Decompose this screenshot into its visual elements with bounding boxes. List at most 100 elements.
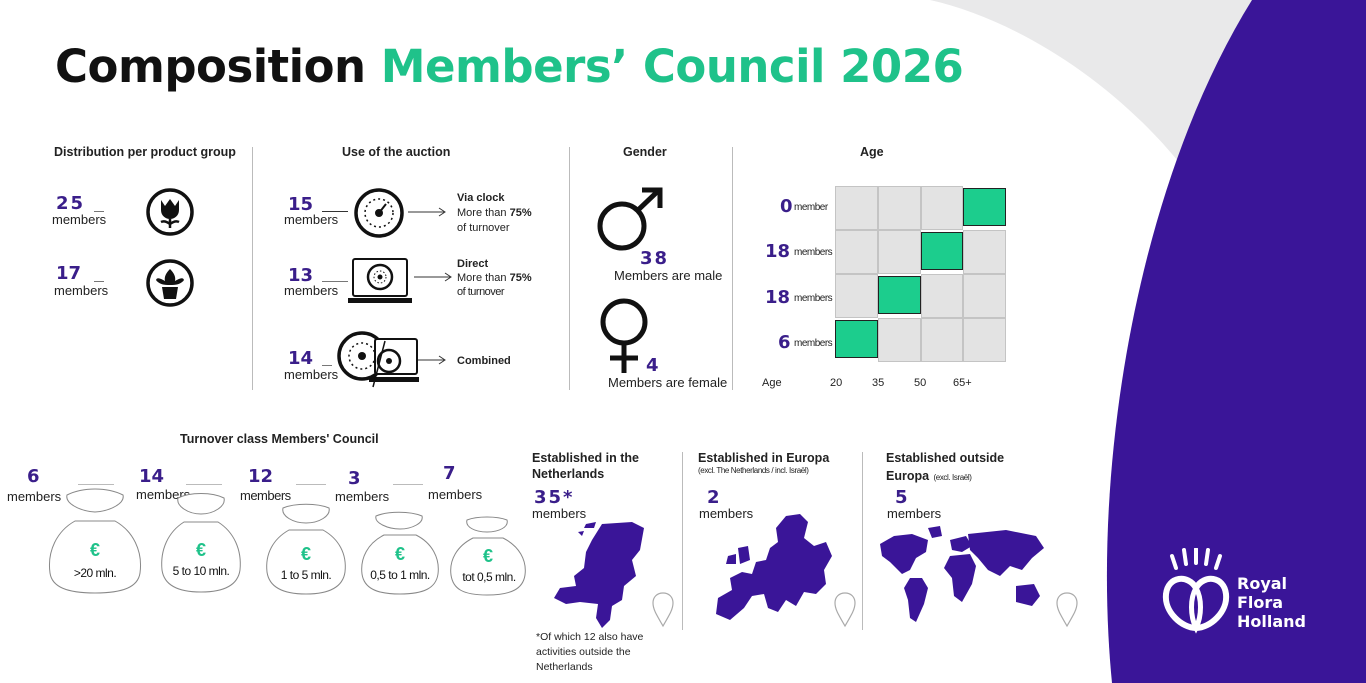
- product-unit: members: [52, 212, 107, 227]
- age-grid-cell: [920, 318, 964, 362]
- auction-heading: Use of the auction: [342, 145, 451, 159]
- female-icon: [600, 298, 648, 373]
- title-part2: Members’ Council 2026: [380, 40, 964, 93]
- europe-sub: (excl. The Netherlands / incl. Israël): [698, 466, 809, 475]
- turnover-unit: members: [7, 489, 62, 504]
- age-grid-cell: [920, 274, 964, 318]
- page-title: Composition Members’ Council 2026: [55, 40, 964, 93]
- age-tick: 65+: [953, 377, 972, 389]
- money-bag-icon: [48, 488, 142, 594]
- age-band-fill: [963, 188, 1006, 226]
- europe-count: 2: [707, 487, 720, 508]
- age-row-count: 6: [778, 332, 791, 353]
- age-band-fill: [877, 276, 921, 314]
- money-bag-icon: [450, 516, 526, 596]
- age-heading: Age: [860, 145, 884, 159]
- turnover-count: 6: [27, 466, 40, 487]
- age-tick: 20: [830, 377, 843, 389]
- auction-desc: More than 75%: [457, 272, 532, 284]
- turnover-count: 14: [139, 466, 165, 487]
- laptop-icon: [348, 258, 412, 303]
- turnover-unit: members: [428, 487, 483, 502]
- turnover-label: 5 to 10 mln.: [172, 564, 230, 578]
- age-tick: 50: [914, 377, 927, 389]
- age-grid-cell: [877, 230, 921, 274]
- male-icon: [597, 187, 663, 251]
- turnover-count: 7: [443, 463, 456, 484]
- europe-map: [716, 514, 832, 620]
- divider: [682, 452, 683, 630]
- age-grid-cell: [877, 318, 921, 362]
- auction-name: Combined: [457, 355, 511, 367]
- money-bag-icon: [161, 493, 241, 593]
- money-bag-icon: [266, 503, 346, 595]
- arrow-icon: [414, 272, 452, 282]
- auction-clock-icon: [354, 188, 404, 238]
- product-count: 17: [56, 263, 82, 284]
- turnover-label: >20 mln.: [73, 566, 117, 580]
- age-tick: 35: [872, 377, 885, 389]
- age-row-count: 18: [765, 287, 791, 308]
- male-label: Members are male: [614, 268, 723, 283]
- age-row-count: 0: [780, 196, 793, 217]
- age-row-unit: members: [794, 293, 833, 304]
- female-label: Members are female: [608, 375, 728, 390]
- divider: [252, 147, 253, 390]
- auction-desc: More than 75%: [457, 207, 532, 219]
- turnover-unit: members: [240, 488, 291, 503]
- outside-unit: members: [887, 506, 942, 521]
- turnover-unit: members: [335, 489, 390, 504]
- age-grid-cell: [920, 186, 964, 230]
- age-grid-cell: [963, 230, 1006, 274]
- outside-count: 5: [895, 487, 908, 508]
- auction-unit: members: [284, 367, 339, 382]
- location-pin-icon: [834, 592, 856, 628]
- auction-desc2: of turnover: [457, 222, 510, 234]
- nl-unit: members: [532, 506, 587, 521]
- world-map: [880, 526, 1044, 622]
- netherlands-map: [554, 522, 644, 628]
- age-row-unit: member: [794, 202, 828, 213]
- arrow-icon: [408, 207, 446, 217]
- turnover-count: 3: [348, 468, 361, 489]
- auction-unit: members: [284, 283, 339, 298]
- auction-name: Via clock: [457, 192, 505, 204]
- europe-heading: Established in Europa: [698, 451, 830, 465]
- age-band-fill: [920, 232, 964, 270]
- auction-name: Direct: [457, 258, 489, 270]
- euro-icon: €: [89, 540, 100, 560]
- female-count: 4: [646, 355, 659, 376]
- age-grid: [835, 186, 1006, 362]
- auction-count: 13: [288, 265, 314, 286]
- age-grid-cell: [835, 186, 878, 230]
- title-part1: Composition: [55, 40, 366, 93]
- europe-unit: members: [699, 506, 754, 521]
- age-axis-label: Age: [762, 377, 782, 389]
- location-pin-icon: [1056, 592, 1078, 628]
- money-bag-icon: [361, 511, 439, 595]
- age-grid-cell: [835, 274, 878, 318]
- auction-count: 15: [288, 194, 314, 215]
- royal-flora-holland-logo-icon: [1162, 548, 1230, 634]
- turnover-label: 1 to 5 mln.: [280, 568, 332, 582]
- product-group-heading: Distribution per product group: [54, 145, 236, 159]
- gender-heading: Gender: [623, 145, 667, 159]
- divider: [732, 147, 733, 390]
- turnover-label: tot 0,5 mln.: [462, 570, 516, 584]
- location-pin-icon: [652, 592, 674, 628]
- euro-icon: €: [394, 544, 405, 564]
- turnover-heading: Turnover class Members' Council: [180, 432, 379, 446]
- auction-desc2: of turnover: [457, 286, 505, 298]
- nl-count: 35*: [534, 487, 575, 508]
- product-count: 25: [56, 193, 86, 214]
- age-row-count: 18: [765, 241, 791, 262]
- euro-icon: €: [195, 540, 206, 560]
- combined-icon: [337, 331, 419, 388]
- divider: [569, 147, 570, 390]
- turnover-count: 12: [248, 466, 274, 487]
- age-grid-cell: [877, 186, 921, 230]
- age-row-unit: members: [794, 247, 833, 258]
- age-row-unit: members: [794, 338, 833, 349]
- nl-footnote: *Of which 12 also have activities outsid…: [536, 631, 644, 673]
